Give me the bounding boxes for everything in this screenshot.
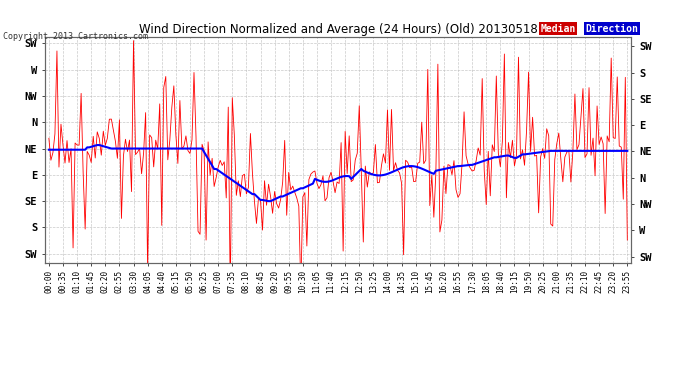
Text: Median: Median	[540, 24, 575, 34]
Title: Wind Direction Normalized and Average (24 Hours) (Old) 20130518: Wind Direction Normalized and Average (2…	[139, 23, 538, 36]
Text: Copyright 2013 Cartronics.com: Copyright 2013 Cartronics.com	[3, 32, 148, 41]
Text: Direction: Direction	[586, 24, 638, 34]
